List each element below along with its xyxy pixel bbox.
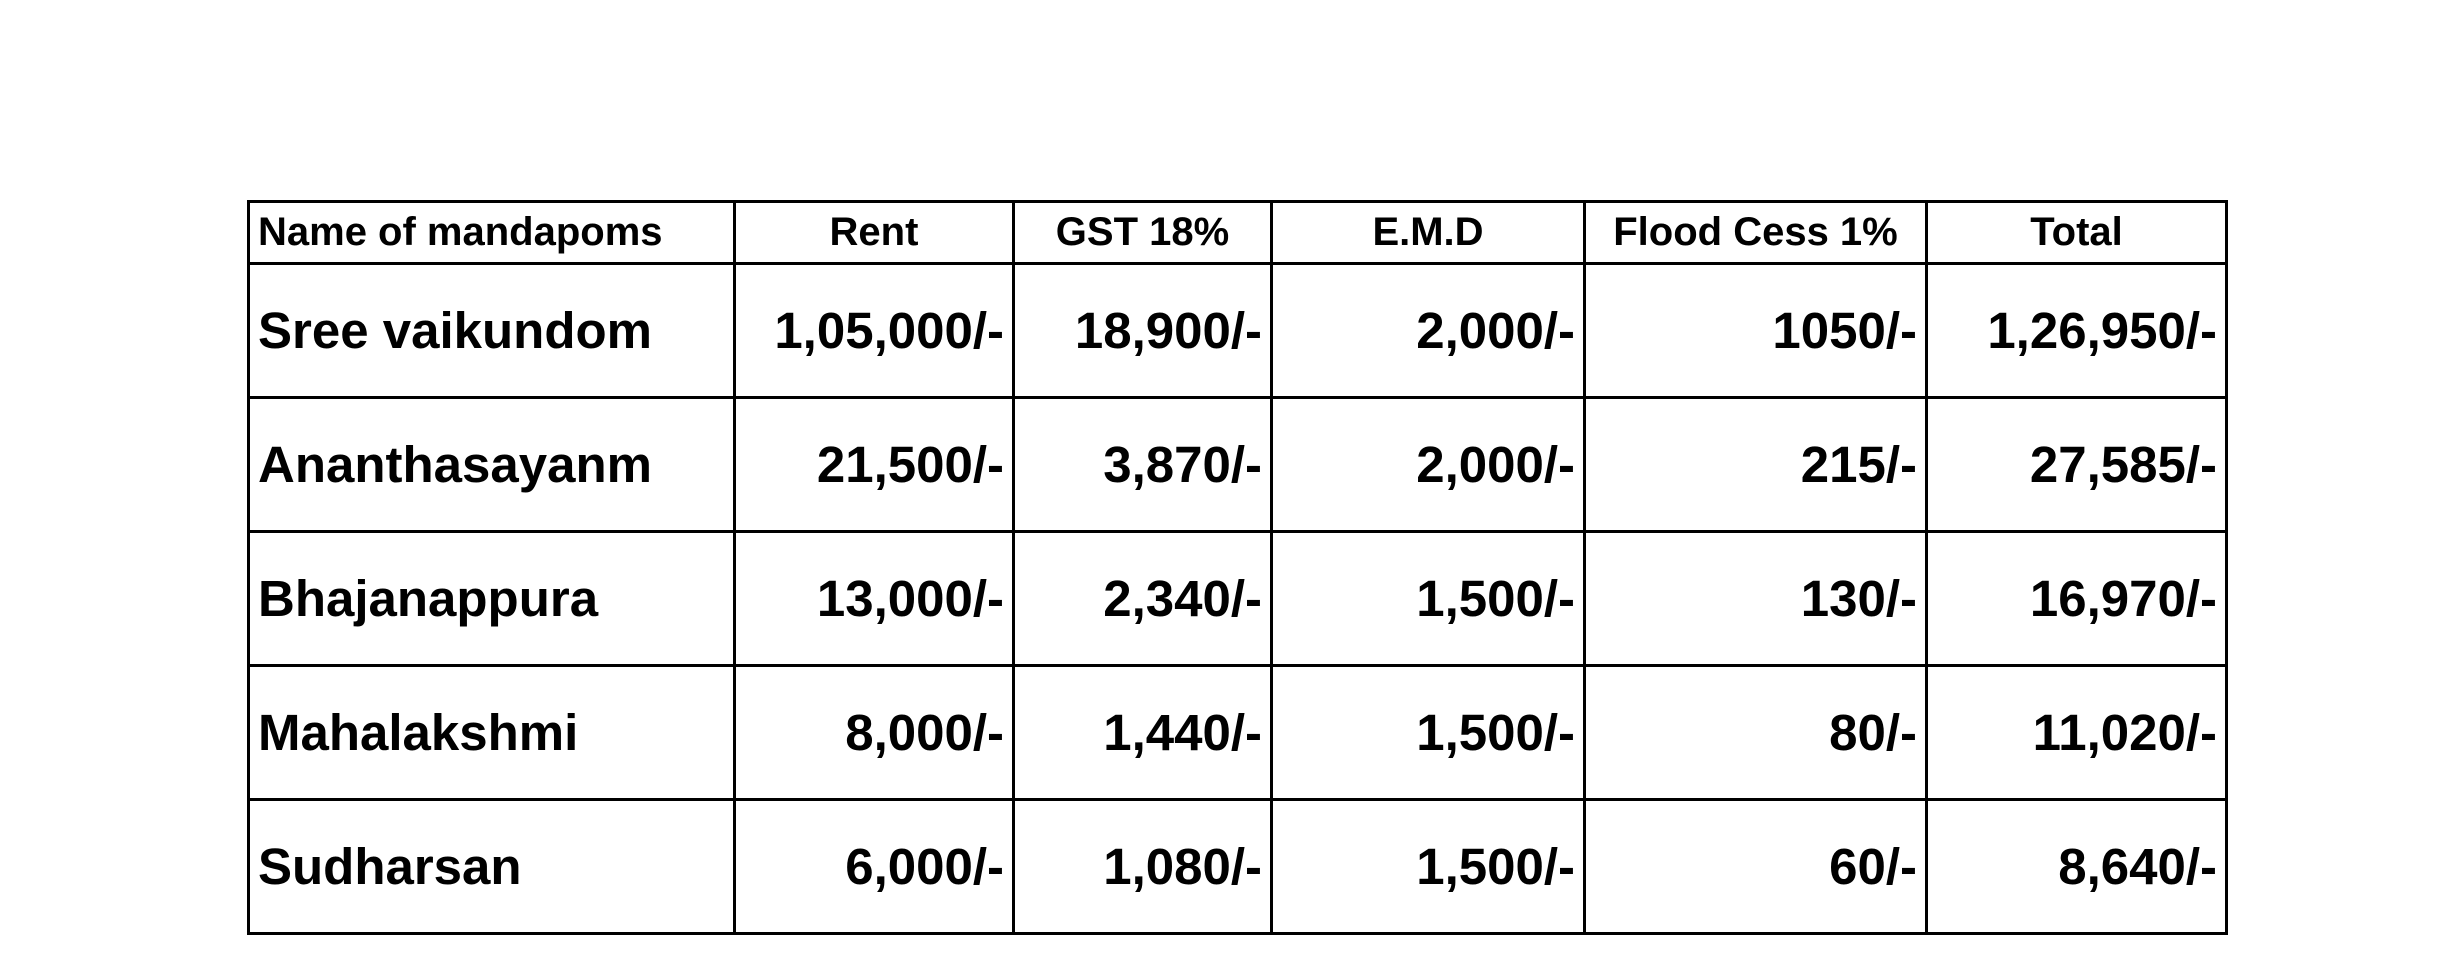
cell-gst: 18,900/-	[1012, 262, 1273, 399]
cell-emd: 1,500/-	[1270, 530, 1586, 667]
cell-name: Sudharsan	[247, 798, 736, 935]
cell-emd: 2,000/-	[1270, 262, 1586, 399]
cell-emd: 2,000/-	[1270, 396, 1586, 533]
cell-total: 11,020/-	[1925, 664, 2228, 801]
cell-total: 1,26,950/-	[1925, 262, 2228, 399]
table-row: Sudharsan 6,000/- 1,080/- 1,500/- 60/- 8…	[247, 798, 2228, 935]
cell-gst: 2,340/-	[1012, 530, 1273, 667]
table-row: Bhajanappura 13,000/- 2,340/- 1,500/- 13…	[247, 530, 2228, 667]
cell-rent: 6,000/-	[733, 798, 1015, 935]
table-row: Ananthasayanm 21,500/- 3,870/- 2,000/- 2…	[247, 396, 2228, 533]
cell-name: Sree vaikundom	[247, 262, 736, 399]
cell-total: 8,640/-	[1925, 798, 2228, 935]
cell-flood-cess: 60/-	[1583, 798, 1928, 935]
header-total: Total	[1925, 200, 2228, 265]
cell-emd: 1,500/-	[1270, 664, 1586, 801]
cell-flood-cess: 215/-	[1583, 396, 1928, 533]
header-name: Name of mandapoms	[247, 200, 736, 265]
cell-name: Bhajanappura	[247, 530, 736, 667]
table-row: Sree vaikundom 1,05,000/- 18,900/- 2,000…	[247, 262, 2228, 399]
cell-rent: 13,000/-	[733, 530, 1015, 667]
mandapom-rent-table: Name of mandapoms Rent GST 18% E.M.D Flo…	[247, 200, 2228, 935]
cell-name: Ananthasayanm	[247, 396, 736, 533]
cell-gst: 3,870/-	[1012, 396, 1273, 533]
cell-name: Mahalakshmi	[247, 664, 736, 801]
table-header-row: Name of mandapoms Rent GST 18% E.M.D Flo…	[247, 200, 2228, 265]
cell-gst: 1,080/-	[1012, 798, 1273, 935]
cell-flood-cess: 80/-	[1583, 664, 1928, 801]
cell-flood-cess: 130/-	[1583, 530, 1928, 667]
cell-rent: 8,000/-	[733, 664, 1015, 801]
header-emd: E.M.D	[1270, 200, 1586, 265]
table-row: Mahalakshmi 8,000/- 1,440/- 1,500/- 80/-…	[247, 664, 2228, 801]
header-flood-cess: Flood Cess 1%	[1583, 200, 1928, 265]
cell-total: 27,585/-	[1925, 396, 2228, 533]
cell-emd: 1,500/-	[1270, 798, 1586, 935]
cell-rent: 1,05,000/-	[733, 262, 1015, 399]
header-gst: GST 18%	[1012, 200, 1273, 265]
cell-flood-cess: 1050/-	[1583, 262, 1928, 399]
cell-rent: 21,500/-	[733, 396, 1015, 533]
header-rent: Rent	[733, 200, 1015, 265]
cell-gst: 1,440/-	[1012, 664, 1273, 801]
cell-total: 16,970/-	[1925, 530, 2228, 667]
